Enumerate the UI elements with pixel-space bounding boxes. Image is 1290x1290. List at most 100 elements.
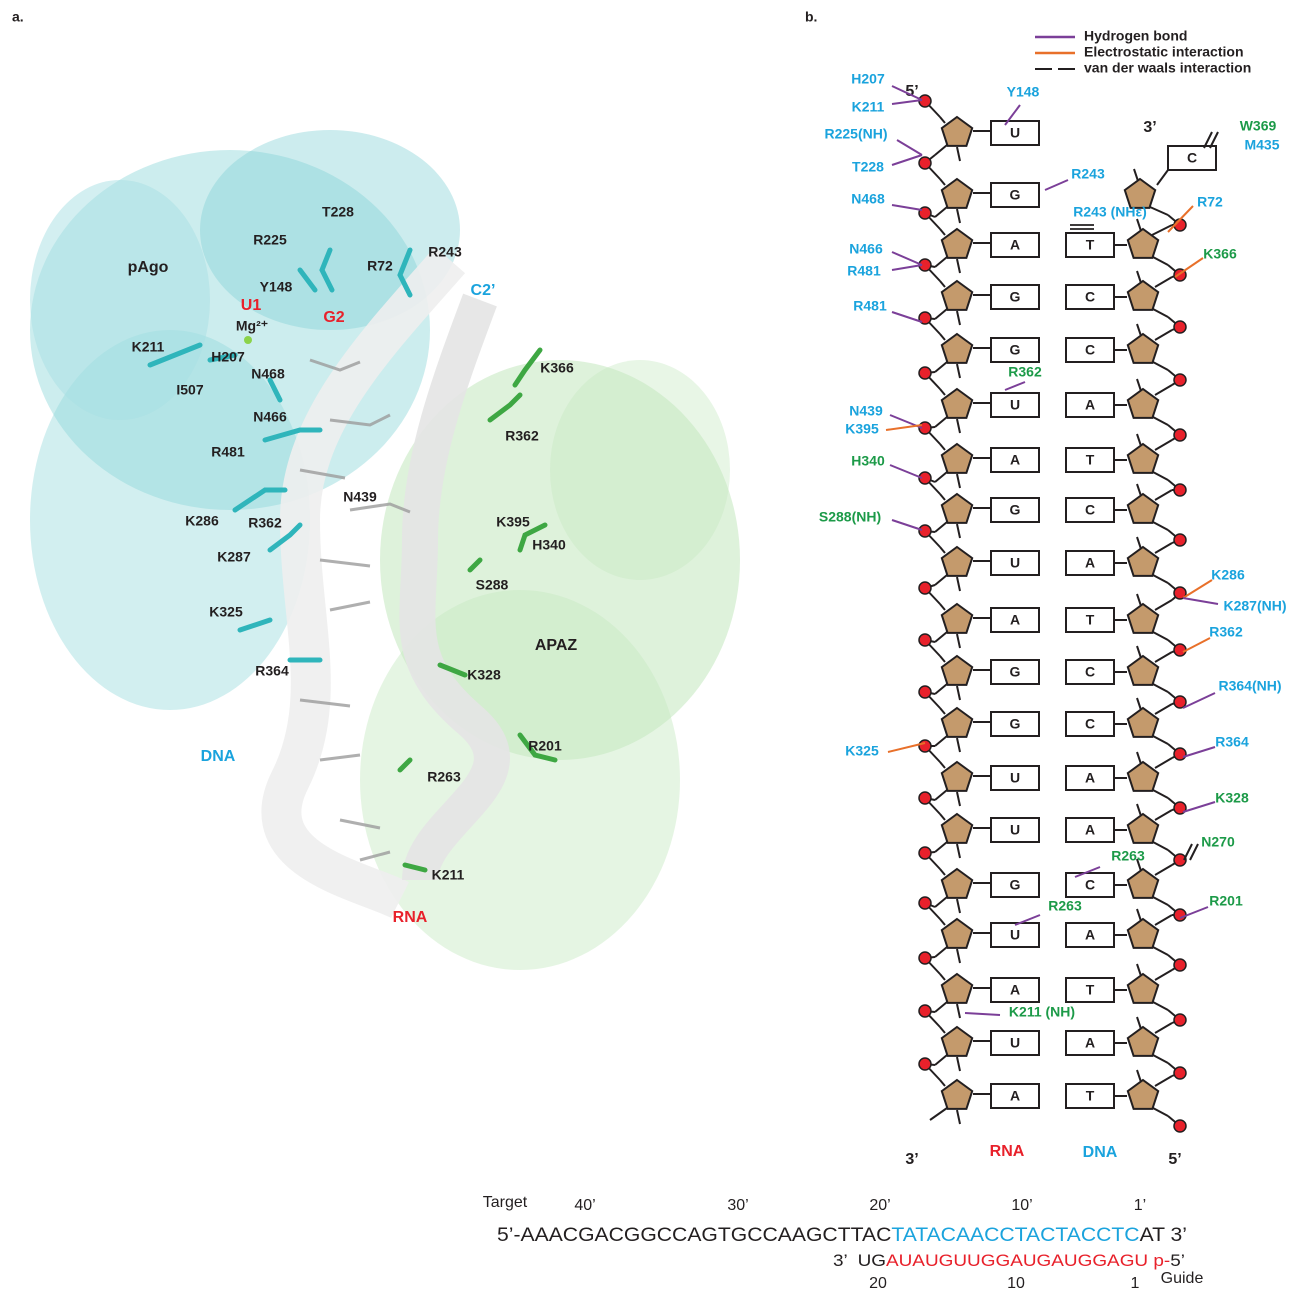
backbone [1153,522,1168,530]
backbone [1153,684,1168,692]
backbone [1134,169,1138,181]
base-letter: A [1085,397,1095,413]
interaction-label: K395 [845,421,879,437]
backbone [1155,970,1172,980]
backbone [1153,257,1168,265]
phosphate [1174,321,1186,333]
interaction-label: R364(NH) [1218,678,1281,694]
residue-label: H207 [211,349,245,365]
residue-label: N466 [253,409,287,425]
phosphate [919,952,931,964]
backbone [1153,897,1168,905]
base-letter: C [1085,342,1095,358]
residue-label: G2 [323,309,344,326]
backbone [1155,915,1172,925]
base-letter: A [1010,237,1020,253]
seq-tick: 40’ [574,1197,595,1214]
interaction-label: K287(NH) [1223,598,1286,614]
backbone [957,634,960,648]
backbone [957,577,960,591]
backbone [1153,1002,1168,1010]
backbone [1153,790,1168,798]
backbone [940,334,945,340]
phosphate [1174,374,1186,386]
interaction-line [892,312,922,322]
residue-label: S288 [476,577,509,593]
backbone [1137,484,1141,496]
residue-label: K287 [217,549,251,565]
backbone [1153,736,1168,744]
backbone [957,1110,960,1124]
backbone [1153,1055,1168,1063]
backbone [1155,600,1172,610]
base-letter: A [1085,927,1095,943]
sugar [942,708,972,737]
base-letter: A [1085,1035,1095,1051]
sugar [942,762,972,791]
residue-label: I507 [176,382,203,398]
interaction-line [892,265,922,270]
backbone [957,364,960,378]
interaction-label: R364 [1215,734,1249,750]
sugar [942,281,972,310]
backbone [940,762,945,768]
phosphate [1174,1014,1186,1026]
interaction-label: K325 [845,743,879,759]
residue-label: K325 [209,604,243,620]
backbone [935,417,947,427]
sugar [1128,334,1158,363]
backbone [957,209,960,223]
base-letter: G [1010,342,1021,358]
backbone [1137,804,1141,816]
residue-label: N468 [251,366,285,382]
backbone [1137,434,1141,446]
phosphate [919,367,931,379]
interaction-label: R243 [1071,166,1105,182]
seq-segment: AT 3’ [1140,1225,1187,1246]
backbone [1155,652,1172,662]
backbone [935,309,947,319]
backbone [935,897,947,907]
backbone [1155,810,1172,820]
interaction-label: R263 [1111,848,1145,864]
residue-label: K395 [496,514,530,530]
phosphate [919,582,931,594]
backbone [1137,646,1141,658]
strand-end: RNA [990,1143,1025,1160]
seq-segment: 5’ [1170,1251,1185,1270]
base-letter: G [1010,289,1021,305]
sugar [1128,708,1158,737]
interaction-line [1045,180,1068,190]
backbone [1137,537,1141,549]
base-letter: G [1010,716,1021,732]
base-letter: U [1010,397,1020,413]
backbone [1155,758,1172,768]
interaction-line [1183,598,1218,604]
seq-tick: 1’ [1134,1197,1146,1214]
backbone [1153,1108,1168,1116]
phosphate [1174,534,1186,546]
backbone [940,814,945,820]
backbone [1137,964,1141,976]
backbone [957,949,960,963]
backbone [940,869,945,875]
residue-label: H340 [532,537,566,553]
interaction-label: R362 [1209,624,1243,640]
interaction-label: R243 (NHε) [1073,204,1147,220]
residue-label: Y148 [260,279,293,295]
base-letter: U [1010,770,1020,786]
seq-segment: TATACAACCTACTACCTC [891,1225,1139,1246]
sugar [942,919,972,948]
strand-end: 5’ [1168,1151,1181,1168]
backbone [1155,440,1172,450]
backbone [935,145,947,155]
sugar [1128,494,1158,523]
interaction-line [886,425,922,430]
sugar [942,444,972,473]
sugar [1128,869,1158,898]
backbone [935,257,947,267]
interaction-label: S288(NH) [819,509,881,525]
structure-art [30,130,740,970]
residue-label: N439 [343,489,377,505]
sugar [942,229,972,258]
